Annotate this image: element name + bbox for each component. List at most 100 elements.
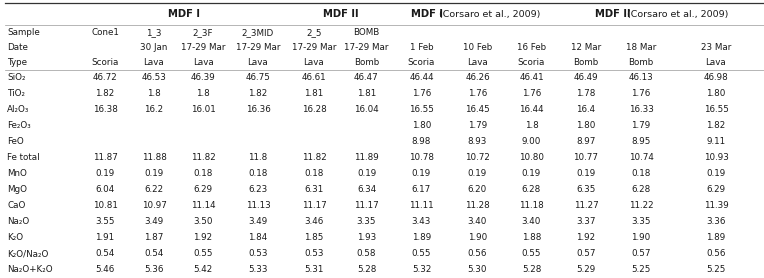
Text: Bomb: Bomb: [573, 58, 599, 67]
Text: Cone1: Cone1: [91, 28, 119, 37]
Text: 3.35: 3.35: [631, 217, 651, 227]
Text: Fe₂O₃: Fe₂O₃: [7, 121, 31, 130]
Text: Lava: Lava: [144, 58, 164, 67]
Text: 46.75: 46.75: [245, 73, 270, 83]
Text: Scoria: Scoria: [408, 58, 435, 67]
Text: 11.82: 11.82: [191, 153, 215, 163]
Text: 8.95: 8.95: [631, 138, 651, 147]
Text: 2_3MID: 2_3MID: [242, 28, 274, 37]
Text: 0.19: 0.19: [144, 170, 163, 178]
Text: 46.53: 46.53: [141, 73, 167, 83]
Text: 6.22: 6.22: [144, 185, 163, 195]
Text: Type: Type: [7, 58, 27, 67]
Text: 6.29: 6.29: [707, 185, 726, 195]
Text: 3.35: 3.35: [357, 217, 376, 227]
Text: 6.04: 6.04: [96, 185, 115, 195]
Text: Na₂O: Na₂O: [7, 217, 29, 227]
Text: Bomb: Bomb: [628, 58, 654, 67]
Text: 1.85: 1.85: [304, 234, 324, 242]
Text: 0.19: 0.19: [96, 170, 115, 178]
Text: 5.28: 5.28: [522, 265, 541, 274]
Text: 1.81: 1.81: [304, 90, 324, 98]
Text: (Corsaro et al., 2009): (Corsaro et al., 2009): [436, 9, 541, 19]
Text: 0.54: 0.54: [96, 249, 115, 259]
Text: 5.29: 5.29: [576, 265, 596, 274]
Text: 1.81: 1.81: [357, 90, 376, 98]
Text: 11.14: 11.14: [191, 202, 215, 210]
Text: 1.80: 1.80: [576, 121, 596, 130]
Text: Lava: Lava: [248, 58, 268, 67]
Text: MDF II: MDF II: [595, 9, 630, 19]
Text: 1.79: 1.79: [468, 121, 487, 130]
Text: 5.33: 5.33: [248, 265, 267, 274]
Text: 0.18: 0.18: [304, 170, 324, 178]
Text: 30 Jan: 30 Jan: [141, 43, 167, 52]
Text: Bomb: Bomb: [354, 58, 379, 67]
Text: 0.55: 0.55: [522, 249, 541, 259]
Text: 3.37: 3.37: [576, 217, 596, 227]
Text: 6.17: 6.17: [412, 185, 431, 195]
Text: 6.28: 6.28: [631, 185, 651, 195]
Text: 3.43: 3.43: [412, 217, 431, 227]
Text: 0.55: 0.55: [193, 249, 212, 259]
Text: 0.19: 0.19: [357, 170, 376, 178]
Text: 5.46: 5.46: [96, 265, 115, 274]
Text: 11.87: 11.87: [92, 153, 118, 163]
Text: 0.18: 0.18: [193, 170, 212, 178]
Text: Al₂O₃: Al₂O₃: [7, 105, 29, 115]
Text: 46.61: 46.61: [302, 73, 326, 83]
Text: SiO₂: SiO₂: [7, 73, 25, 83]
Text: 1.91: 1.91: [96, 234, 115, 242]
Text: MnO: MnO: [7, 170, 27, 178]
Text: 0.53: 0.53: [248, 249, 267, 259]
Text: Date: Date: [7, 43, 28, 52]
Text: 46.72: 46.72: [92, 73, 118, 83]
Text: TiO₂: TiO₂: [7, 90, 25, 98]
Text: 6.20: 6.20: [468, 185, 487, 195]
Text: 46.41: 46.41: [520, 73, 544, 83]
Text: 0.57: 0.57: [576, 249, 596, 259]
Text: MDF I: MDF I: [411, 9, 443, 19]
Text: 0.53: 0.53: [304, 249, 324, 259]
Text: MgO: MgO: [7, 185, 27, 195]
Text: 46.47: 46.47: [354, 73, 379, 83]
Text: 9.11: 9.11: [707, 138, 726, 147]
Text: FeO: FeO: [7, 138, 24, 147]
Text: 3.36: 3.36: [706, 217, 726, 227]
Text: 6.34: 6.34: [357, 185, 376, 195]
Text: 3.55: 3.55: [96, 217, 115, 227]
Text: Na₂O+K₂O: Na₂O+K₂O: [7, 265, 53, 274]
Text: 1 Feb: 1 Feb: [410, 43, 433, 52]
Text: 16.45: 16.45: [465, 105, 490, 115]
Text: 1.76: 1.76: [522, 90, 541, 98]
Text: 1.76: 1.76: [468, 90, 487, 98]
Text: 16.44: 16.44: [520, 105, 544, 115]
Text: 12 Mar: 12 Mar: [571, 43, 601, 52]
Text: 46.13: 46.13: [629, 73, 653, 83]
Text: 0.58: 0.58: [357, 249, 376, 259]
Text: 23 Mar: 23 Mar: [701, 43, 731, 52]
Text: Scoria: Scoria: [92, 58, 118, 67]
Text: 0.18: 0.18: [631, 170, 651, 178]
Text: 0.18: 0.18: [248, 170, 267, 178]
Text: 1.8: 1.8: [196, 90, 210, 98]
Text: 16.28: 16.28: [302, 105, 326, 115]
Text: 18 Mar: 18 Mar: [626, 43, 656, 52]
Text: 0.54: 0.54: [144, 249, 163, 259]
Text: 10.77: 10.77: [574, 153, 598, 163]
Text: 11.82: 11.82: [302, 153, 326, 163]
Text: BOMB: BOMB: [354, 28, 380, 37]
Text: 1.88: 1.88: [522, 234, 541, 242]
Text: 1.8: 1.8: [147, 90, 161, 98]
Text: K₂O: K₂O: [7, 234, 23, 242]
Text: 1.89: 1.89: [412, 234, 431, 242]
Text: 17-29 Mar: 17-29 Mar: [181, 43, 225, 52]
Text: 1.92: 1.92: [193, 234, 212, 242]
Text: Lava: Lava: [193, 58, 213, 67]
Text: 6.28: 6.28: [522, 185, 541, 195]
Text: 11.18: 11.18: [519, 202, 544, 210]
Text: 1.90: 1.90: [631, 234, 651, 242]
Text: 6.29: 6.29: [193, 185, 212, 195]
Text: MDF I: MDF I: [168, 9, 200, 19]
Text: 16.36: 16.36: [245, 105, 270, 115]
